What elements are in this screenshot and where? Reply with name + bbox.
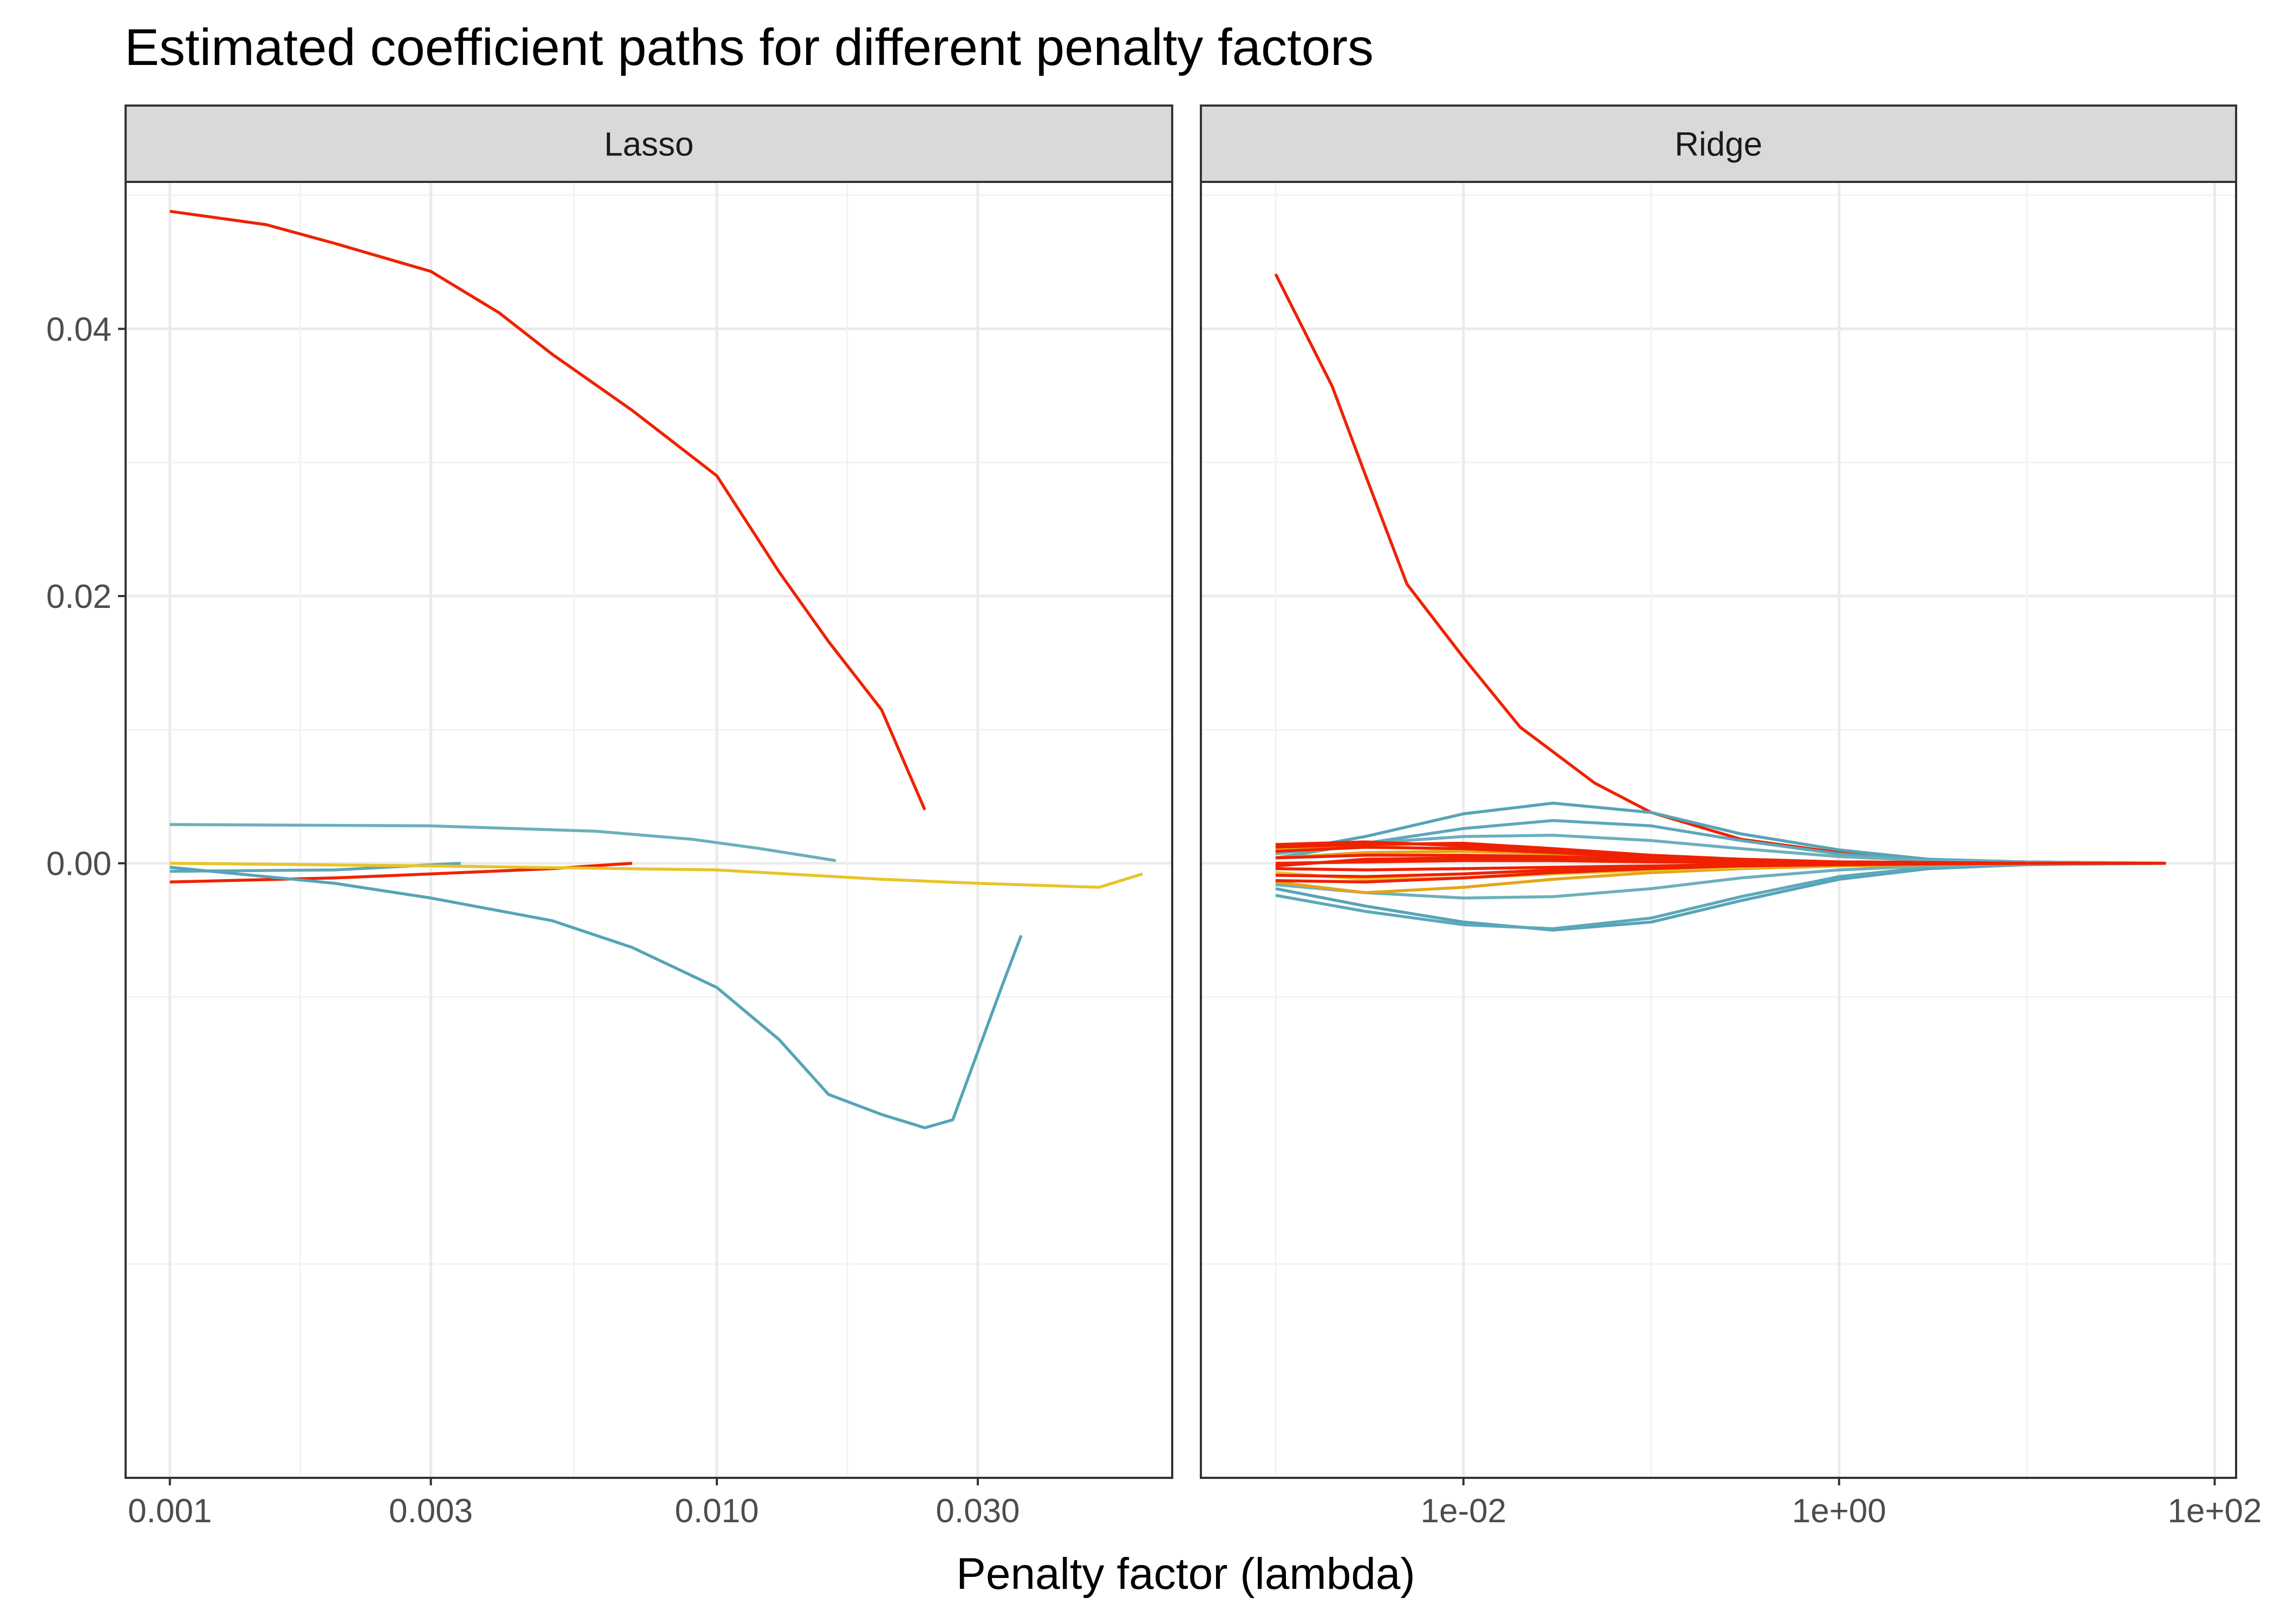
x-tick-label: 0.001: [128, 1492, 212, 1530]
y-tick-label: 0.00: [46, 846, 112, 883]
facet-label: Ridge: [1675, 126, 1762, 163]
series-line: [169, 866, 1023, 1130]
x-tick-label: 0.010: [675, 1492, 759, 1530]
panel-lasso: Lasso 0.001 0.003 0.010 0.030: [125, 104, 1173, 1530]
x-tick-label: 0.030: [936, 1492, 1020, 1530]
series-line: [169, 209, 926, 811]
x-axis-title: Penalty factor (lambda): [956, 1549, 1415, 1599]
series-line: [169, 823, 837, 862]
gridlines: [126, 182, 1172, 1478]
x-tick-label: 1e+00: [1792, 1492, 1886, 1530]
y-tick-label: 0.04: [46, 311, 112, 348]
series-line: [1275, 856, 2166, 868]
facet-strip: [125, 104, 1173, 183]
series-line: [169, 861, 1143, 889]
series-lines: [169, 209, 1143, 1130]
y-tick-label: 0.02: [46, 578, 112, 615]
plot-area: [126, 182, 1172, 1478]
panel-border: [125, 181, 1173, 1479]
facet-label: Lasso: [604, 126, 694, 163]
x-tick-label: 1e-02: [1421, 1492, 1507, 1530]
x-tick-label: 0.003: [389, 1492, 473, 1530]
chart-title: Estimated coefficient paths for differen…: [125, 18, 1374, 76]
x-tick-label: 1e+02: [2167, 1492, 2262, 1530]
series-line: [1275, 834, 2166, 865]
panel-border: [1200, 181, 2237, 1479]
panel-ridge: Ridge 1e-02 1e+00 1e+02: [1200, 104, 2262, 1530]
y-axis: 0.00 0.02 0.04: [46, 311, 126, 883]
series-lines: [1274, 273, 2166, 932]
